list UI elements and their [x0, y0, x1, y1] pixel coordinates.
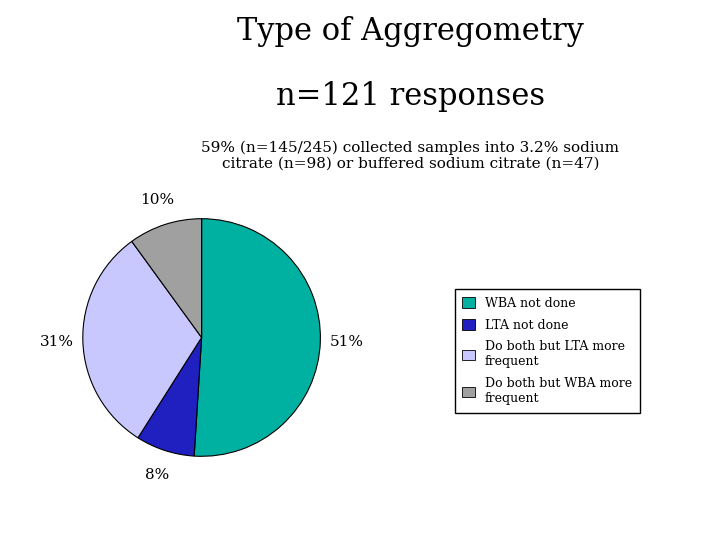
Text: 31%: 31% [40, 335, 73, 349]
Text: Type of Aggregometry: Type of Aggregometry [237, 16, 584, 47]
Wedge shape [132, 219, 202, 338]
Text: 10%: 10% [140, 193, 174, 207]
Legend: WBA not done, LTA not done, Do both but LTA more
frequent, Do both but WBA more
: WBA not done, LTA not done, Do both but … [455, 289, 639, 413]
Wedge shape [138, 338, 202, 456]
Wedge shape [83, 241, 202, 438]
Text: 59% (n=145/245) collected samples into 3.2% sodium
citrate (n=98) or buffered so: 59% (n=145/245) collected samples into 3… [202, 140, 619, 171]
Text: 51%: 51% [330, 335, 364, 349]
Text: n=121 responses: n=121 responses [276, 81, 545, 112]
Text: 8%: 8% [145, 468, 169, 482]
Wedge shape [194, 219, 320, 456]
